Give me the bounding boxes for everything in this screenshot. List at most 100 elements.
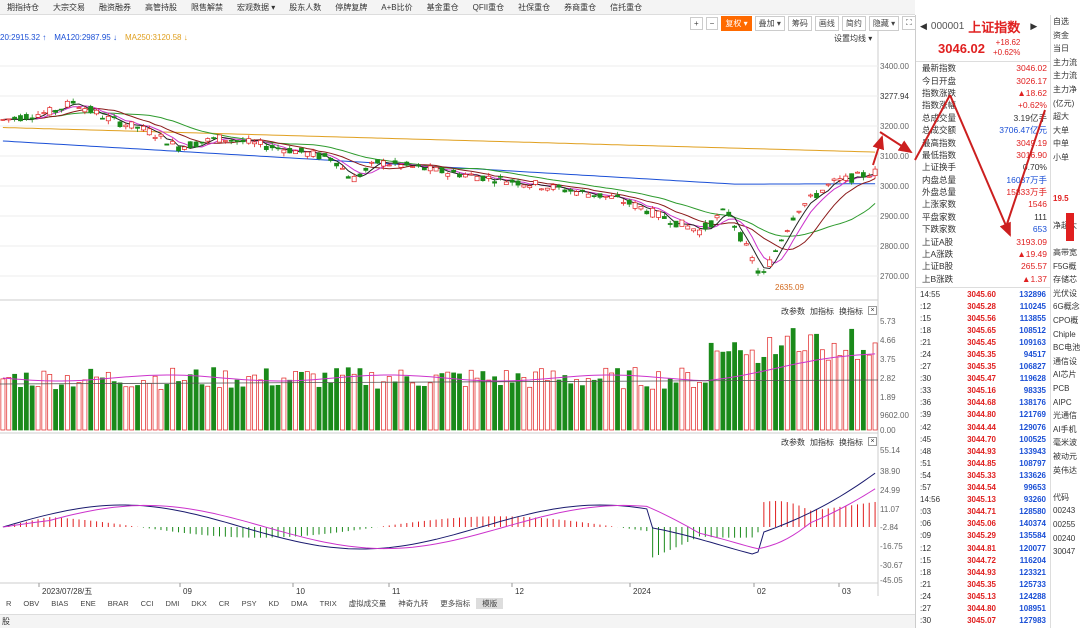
fund-flow-item bbox=[1051, 233, 1080, 247]
fuquan-dropdown[interactable]: 复权 ▾ bbox=[721, 15, 752, 31]
candle-body bbox=[539, 188, 544, 191]
volume-edit-params-button[interactable]: 改参数 bbox=[781, 307, 805, 316]
macd-edit-params-button[interactable]: 改参数 bbox=[781, 438, 805, 447]
candle-body bbox=[779, 239, 784, 242]
volume-bar bbox=[492, 376, 498, 431]
menu-item[interactable]: 基金重仓 bbox=[426, 2, 459, 12]
indicator-tab[interactable]: DMA bbox=[291, 598, 308, 608]
candle-body bbox=[609, 195, 615, 199]
macd-add-indicator-button[interactable]: 加指标 bbox=[810, 438, 834, 447]
volume-ma-line bbox=[2, 353, 876, 382]
indicator-tab[interactable]: R bbox=[6, 598, 12, 608]
indicator-tab[interactable]: DMI bbox=[165, 598, 180, 608]
volume-bar bbox=[626, 370, 632, 431]
volume-add-indicator-button[interactable]: 加指标 bbox=[810, 307, 834, 316]
indicator-tab[interactable]: CCI bbox=[140, 598, 154, 608]
volume-bar bbox=[47, 374, 53, 431]
settings-ma-dropdown[interactable]: 设置均线 ▾ bbox=[834, 34, 873, 43]
chip-button[interactable]: 筹码 bbox=[787, 15, 812, 31]
menu-item[interactable]: A+B比价 bbox=[381, 2, 413, 12]
close-icon[interactable]: × bbox=[868, 306, 877, 315]
candle-body bbox=[176, 146, 181, 152]
draw-line-button[interactable]: 画线 bbox=[814, 15, 839, 31]
indicator-tab[interactable]: CR bbox=[218, 598, 230, 608]
close-icon[interactable]: × bbox=[868, 437, 877, 446]
menu-item[interactable]: 大宗交易 bbox=[53, 2, 85, 12]
fund-flow-item: F5G概 bbox=[1053, 261, 1077, 271]
tick-time: :21 bbox=[920, 579, 932, 589]
menu-item[interactable]: 期指持仓 bbox=[7, 2, 39, 12]
candle-body bbox=[310, 150, 316, 157]
menu-item[interactable]: 高管持股 bbox=[145, 2, 177, 12]
candle-body bbox=[146, 128, 152, 136]
volume-bar bbox=[691, 386, 697, 431]
menu-item[interactable]: 停牌复牌 bbox=[335, 2, 368, 12]
menu-item[interactable]: 宏观数据 ▾ bbox=[237, 2, 276, 12]
tick-volume: 94517 bbox=[1023, 350, 1046, 360]
menu-item[interactable]: QFII重仓 bbox=[472, 2, 505, 12]
volume-bar bbox=[351, 373, 357, 431]
candle-body bbox=[468, 173, 474, 176]
menu-item[interactable]: 信托重仓 bbox=[610, 2, 643, 12]
macd-axis-label: 55.14 bbox=[880, 446, 901, 455]
candle-body bbox=[632, 202, 638, 209]
ma-legend: 20:2915.32 ↑ MA120:2987.95 ↓ MA250:3120.… bbox=[0, 33, 188, 42]
stat-value: 111 bbox=[1034, 211, 1047, 222]
indicator-tab[interactable]: BIAS bbox=[51, 598, 69, 608]
zoom-in-button[interactable]: + bbox=[690, 16, 703, 30]
stat-row: 指数涨幅 +0.62% bbox=[916, 99, 1050, 111]
zoom-out-button[interactable]: − bbox=[705, 16, 719, 30]
volume-axis-label: 2.82 bbox=[880, 374, 896, 383]
menu-item[interactable]: 融资融券 bbox=[99, 2, 131, 12]
indicator-tab[interactable]: OBV bbox=[23, 598, 40, 608]
volume-bar bbox=[702, 382, 708, 431]
indicator-tab[interactable]: KD bbox=[268, 598, 279, 608]
candle-body bbox=[568, 189, 574, 192]
ma20-label: 20:2915.32 ↑ bbox=[0, 33, 47, 42]
tick-time: :30 bbox=[920, 616, 932, 626]
overlay-dropdown[interactable]: 叠加 ▾ bbox=[754, 15, 785, 31]
price-change: +18.62 +0.62% bbox=[993, 38, 1020, 58]
candle-body bbox=[790, 217, 796, 221]
indicator-tab[interactable]: DKX bbox=[191, 598, 207, 608]
indicator-tab[interactable]: 虚拟成交量 bbox=[348, 598, 387, 608]
tick-row: :39 3044.80 121769 bbox=[916, 409, 1051, 421]
volume-bar bbox=[849, 328, 855, 431]
indicator-tab[interactable]: BRAR bbox=[107, 598, 129, 608]
menu-item[interactable]: 限售解禁 bbox=[191, 2, 223, 12]
tick-price: 3045.29 bbox=[967, 531, 996, 541]
volume-bar bbox=[252, 374, 258, 431]
indicator-tab[interactable]: 模版 bbox=[476, 597, 504, 609]
tick-price: 3044.93 bbox=[967, 567, 996, 577]
simple-mode-button[interactable]: 简约 bbox=[841, 15, 866, 31]
stat-value: 653 bbox=[1032, 224, 1047, 235]
indicator-tab[interactable]: 神奇九转 bbox=[398, 598, 429, 608]
volume-bar bbox=[76, 382, 82, 431]
macd-axis-label: -45.05 bbox=[880, 576, 903, 585]
menu-item[interactable]: 社保重仓 bbox=[518, 2, 551, 12]
candle-body bbox=[328, 158, 334, 161]
current-price: 3046.02 bbox=[938, 40, 985, 56]
candlestick-chart[interactable]: 3400.00 3277.94 3200.00 3100.00 3000.00 2900.… bbox=[0, 0, 915, 614]
volume-bar bbox=[287, 379, 293, 431]
candle-body bbox=[562, 189, 568, 193]
menu-item[interactable]: 股东人数 bbox=[289, 2, 322, 12]
stat-row: 上证A股 3193.09 bbox=[916, 235, 1050, 247]
indicator-tab[interactable]: TRIX bbox=[319, 598, 337, 608]
expand-icon[interactable]: ⛶ bbox=[902, 16, 916, 30]
hide-dropdown[interactable]: 隐藏 ▾ bbox=[868, 15, 900, 31]
indicator-tab[interactable]: 更多指标 bbox=[440, 598, 471, 608]
indicator-tab[interactable]: PSY bbox=[241, 598, 257, 608]
indicator-tab[interactable]: ENE bbox=[80, 598, 96, 608]
next-stock-icon[interactable]: ▶ bbox=[1030, 20, 1038, 31]
candle-body bbox=[375, 159, 380, 164]
volume-bar bbox=[293, 371, 298, 431]
tick-volume: 135584 bbox=[1019, 531, 1046, 541]
candle-body bbox=[814, 193, 819, 199]
macd-switch-indicator-button[interactable]: 换指标 bbox=[839, 438, 863, 447]
volume-switch-indicator-button[interactable]: 换指标 bbox=[839, 307, 863, 316]
fund-flow-item: BC电池 bbox=[1053, 343, 1080, 353]
prev-stock-icon[interactable]: ◀ bbox=[920, 20, 927, 31]
menu-item[interactable]: 券商重仓 bbox=[564, 2, 597, 12]
volume-bar bbox=[421, 385, 427, 431]
